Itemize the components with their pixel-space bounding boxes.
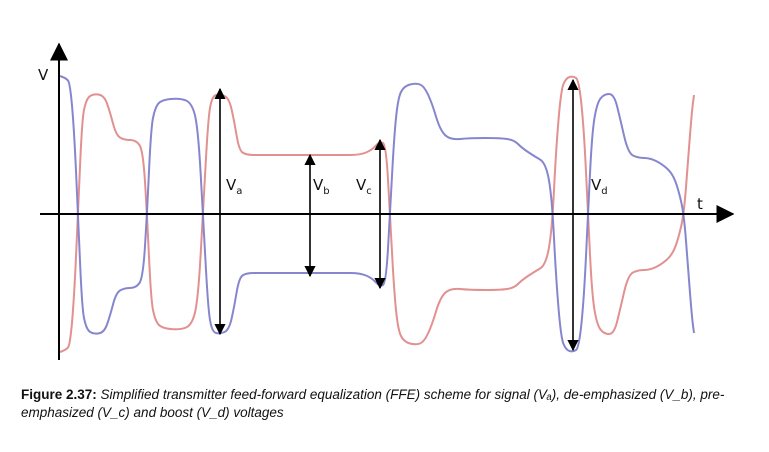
figure-caption: Figure 2.37: Simplified transmitter feed… <box>21 386 751 422</box>
vc-label: Vc <box>356 176 372 197</box>
ffe-waveform-diagram: V t Va Vb Vc Vd <box>38 42 735 360</box>
caption-number: Figure 2.37: <box>21 387 97 402</box>
x-axis-label: t <box>697 195 703 213</box>
waveform-trace-blue <box>59 75 695 353</box>
caption-text: Simplified transmitter feed-forward equa… <box>21 387 725 420</box>
y-axis-label: V <box>38 66 49 84</box>
vb-label: Vb <box>313 176 330 197</box>
va-label: Va <box>226 176 242 197</box>
waveform-trace-pink <box>59 75 695 353</box>
vd-label: Vd <box>591 176 608 197</box>
